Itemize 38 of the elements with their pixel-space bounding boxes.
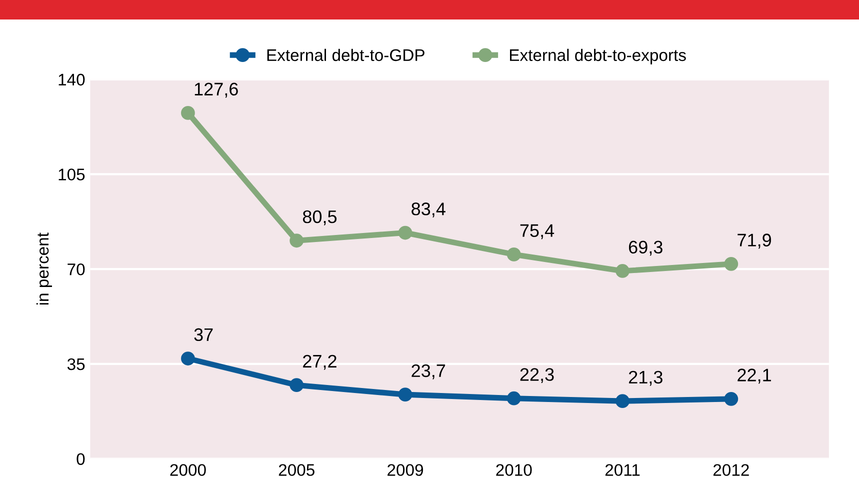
data-label: 83,4 xyxy=(412,202,446,218)
x-tick-label: 2010 xyxy=(496,464,532,476)
data-label: 80,5 xyxy=(302,210,337,226)
data-label: 22,3 xyxy=(520,368,554,384)
data-label: 27,2 xyxy=(303,354,336,370)
data-label: 75,4 xyxy=(520,224,554,240)
y-tick-label: 70 xyxy=(68,263,85,276)
data-label: 21,3 xyxy=(628,370,662,386)
point xyxy=(616,264,630,278)
legend-label: External debt-to-GDP xyxy=(267,48,424,62)
point xyxy=(398,388,412,402)
point xyxy=(616,394,630,408)
data-label: 127,6 xyxy=(194,82,238,98)
point xyxy=(290,378,304,392)
y-tick-label: 0 xyxy=(76,453,85,466)
x-tick-label: 2005 xyxy=(278,464,314,476)
point xyxy=(724,256,738,271)
data-label: 69,3 xyxy=(628,240,662,256)
point xyxy=(181,106,195,120)
y-tick-label: 105 xyxy=(58,168,85,180)
point xyxy=(506,248,521,262)
data-label: 23,7 xyxy=(412,364,446,380)
legend-label: External debt-to-exports xyxy=(510,48,686,64)
data-label: 37 xyxy=(194,328,213,342)
x-tick-label: 2011 xyxy=(605,464,640,476)
point xyxy=(181,352,195,366)
point xyxy=(506,391,521,406)
point xyxy=(398,226,412,240)
data-label: 22,1 xyxy=(738,368,771,384)
y-axis-title: in percent xyxy=(36,232,52,305)
y-tick-label: 140 xyxy=(58,74,85,86)
data-label: 71,9 xyxy=(738,234,771,249)
x-tick-label: 2009 xyxy=(388,464,423,476)
x-tick-label: 2000 xyxy=(170,464,206,476)
x-tick-label: 2012 xyxy=(713,464,749,476)
point xyxy=(290,234,304,248)
point xyxy=(724,392,738,406)
y-tick-label: 35 xyxy=(67,358,85,370)
